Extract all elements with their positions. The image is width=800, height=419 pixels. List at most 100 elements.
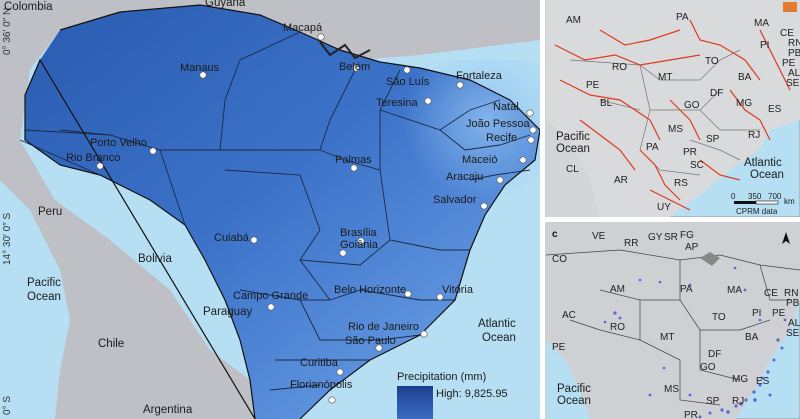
panel-b-lines — [554, 19, 791, 211]
city-belem: Belém — [339, 61, 370, 73]
panel-b-country-ar: AR — [614, 175, 628, 186]
panel-b-state-pe: PE — [782, 58, 796, 69]
panel-c-state-pa: PA — [680, 284, 693, 295]
atlantic-ocean-label-2: Ocean — [482, 332, 516, 344]
city-manaus: Manaus — [180, 62, 220, 74]
panel-c-state-ba: BA — [745, 332, 759, 343]
city-natal: Natal — [493, 101, 519, 113]
panel-c-country-ve: VE — [592, 231, 606, 242]
brazil-outline — [24, 4, 541, 419]
panel-b-country-bl: BL — [600, 98, 613, 109]
city-joao-pessoa: João Pessoa — [466, 118, 530, 130]
panel-b-state-pa: PA — [676, 12, 689, 23]
city-porto-velho: Porto Velho — [90, 137, 147, 149]
legend-swatch — [397, 386, 433, 419]
legend-title: Precipitation (mm) — [397, 371, 486, 383]
city-rio-de-janeiro: Rio de Janeiro — [348, 321, 419, 333]
panel-c-state-se: SE — [786, 328, 800, 339]
panel-b-state-es: ES — [768, 104, 782, 115]
panel-c-state-go: GO — [700, 362, 716, 373]
panel-b-state-pr: PR — [683, 147, 697, 158]
panel-c-state-pe: PE — [772, 308, 786, 319]
panel-c-state-es: ES — [756, 376, 770, 387]
country-paraguay: Paraguay — [203, 306, 252, 318]
panel-b-state-ma: MA — [754, 18, 769, 29]
panel-b-state-rn: RN — [788, 38, 800, 49]
panel-b-country-pa: PA — [646, 142, 659, 153]
pacific-water — [0, 180, 70, 419]
coord-bottom: 0° S — [2, 396, 13, 415]
panel-c: c VE CO PE GY SR FG RR AP AM PA MA CE RN… — [545, 222, 800, 419]
panel-b-atlantic-2: Ocean — [750, 169, 784, 181]
panel-b-state-df: DF — [710, 88, 723, 99]
panel-c-state-sp: SP — [706, 396, 720, 407]
city-florianopolis: Florianópolis — [290, 379, 353, 391]
svg-text:700: 700 — [768, 192, 782, 201]
panel-b-state-am: AM — [566, 15, 581, 26]
atlantic-ocean-label-1: Atlantic — [478, 318, 516, 330]
panel-c-state-to: TO — [712, 312, 726, 323]
panel-b-state-pi: PI — [760, 40, 769, 51]
panel-c-dots — [603, 266, 787, 419]
city-recife: Recife — [486, 132, 517, 144]
panel-c-country-sr: SR — [664, 232, 678, 243]
country-chile: Chile — [98, 338, 124, 350]
panel-c-state-df: DF — [708, 349, 721, 360]
city-teresina: Teresina — [376, 97, 418, 109]
city-aracaju: Aracaju — [446, 171, 483, 183]
svg-text:CPRM data: CPRM data — [736, 207, 778, 216]
panel-c-state-mg: MG — [732, 374, 748, 385]
panel-b-pacific-2: Ocean — [556, 143, 590, 155]
panel-b-state-sp: SP — [706, 134, 720, 145]
panel-c-state-rj: RJ — [732, 396, 744, 407]
panel-c-state-ms: MS — [664, 384, 679, 395]
panel-b-state-ms: MS — [668, 124, 683, 135]
city-belo-horizonte: Belo Horizonte — [334, 284, 406, 296]
coord-south: 14° 30′ 0″ S — [2, 212, 13, 265]
legend-high: High: 9,825.95 — [436, 388, 508, 400]
city-palmas: Palmas — [335, 154, 372, 166]
panel-c-tag: c — [552, 229, 558, 240]
panel-c-country-fg: FG — [680, 230, 694, 241]
precip-legend: Precipitation (mm) High: 9,825.95 — [397, 371, 508, 419]
city-salvador: Salvador — [433, 194, 477, 206]
panel-b-pacific-1: Pacific — [556, 131, 590, 143]
panel-b-state-rs: RS — [674, 178, 688, 189]
city-vitoria: Vitória — [442, 284, 474, 296]
coord-north: 0° 36′ 0″ N — [2, 8, 13, 55]
panel-b-country-cl: CL — [566, 164, 579, 175]
panel-b-state-mt: MT — [658, 72, 672, 83]
panel-c-state-ce: CE — [764, 288, 778, 299]
city-maceio: Maceió — [462, 154, 497, 166]
panel-b-brazil — [546, 10, 800, 217]
panel-b-state-ro: RO — [612, 62, 627, 73]
panel-c-state-al: AL — [788, 318, 800, 329]
panel-b-state-ba: BA — [738, 72, 752, 83]
panel-c-pacific-2: Ocean — [557, 395, 591, 407]
panel-c-country-co: CO — [552, 254, 567, 265]
panel-c-state-mt: MT — [660, 332, 674, 343]
neighbour-land — [0, 0, 540, 419]
panel-b-country-pe: PE — [586, 80, 600, 91]
svg-text:350: 350 — [748, 192, 762, 201]
panel-b-state-sc: SC — [690, 160, 704, 171]
country-peru: Peru — [38, 206, 62, 218]
city-cuiaba: Cuiabá — [214, 232, 250, 244]
city-macapa: Macapá — [283, 22, 323, 34]
panel-c-state-ap: AP — [685, 242, 699, 253]
panel-c-state-rn: RN — [784, 288, 798, 299]
main-map: 0° 36′ 0″ N 14° 30′ 0″ S 0° S Colombia G… — [0, 0, 541, 419]
panel-c-state-am: AM — [610, 284, 625, 295]
panel-c-state-pr: PR — [684, 410, 698, 419]
panel-c-state-rr: RR — [624, 238, 638, 249]
pacific-ocean-label-2: Ocean — [27, 291, 61, 303]
panel-c-state-ac: AC — [562, 310, 576, 321]
panel-c-state-pi: PI — [752, 308, 761, 319]
country-bolivia: Bolivia — [138, 253, 172, 265]
city-sao-paulo: São Paulo — [345, 335, 396, 347]
panel-b: AM PA MA CE RN PB PE AL SE PI TO RO MT B… — [545, 0, 800, 218]
panel-b-state-al: AL — [788, 68, 800, 79]
city-goiania: Goiânia — [340, 239, 379, 251]
